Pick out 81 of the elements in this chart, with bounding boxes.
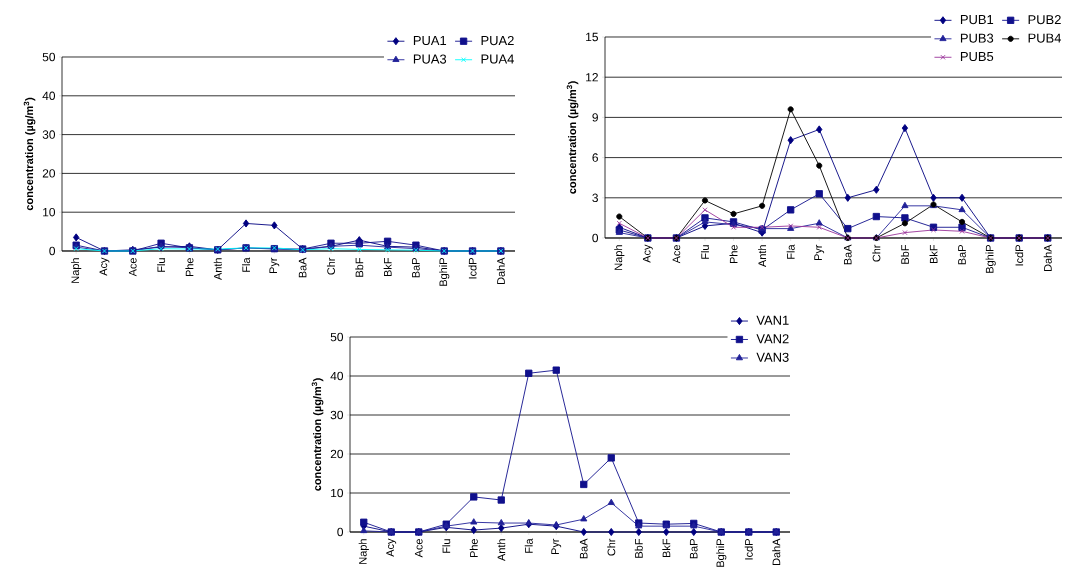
x-tick-label: Chr — [607, 538, 616, 556]
y-tick-label: 30 — [42, 130, 56, 139]
x-tick-label: Fla — [786, 244, 795, 259]
x-tick-label: Ace — [128, 257, 137, 277]
x-tick-label: BaP — [412, 258, 420, 278]
x-tick-label: BkF — [662, 538, 671, 558]
y-tick-label: 6 — [592, 153, 598, 162]
x-tick-label: Chr — [872, 244, 881, 262]
legend-label: VAN1 — [756, 315, 789, 325]
x-tick-label: Fla — [524, 538, 533, 553]
legend-label: PUB5 — [960, 52, 994, 62]
x-tick-label: Acy — [99, 257, 110, 276]
legend-label: PUB2 — [1028, 15, 1061, 25]
x-tick-label: IcdP — [468, 258, 477, 279]
x-tick-label: BaP — [689, 539, 698, 559]
x-tick-label: Ace — [672, 244, 681, 264]
x-tick-label: Flu — [157, 258, 166, 272]
x-tick-label: IcdP — [1015, 245, 1024, 266]
legend-label: PUA3 — [413, 54, 447, 64]
y-tick-label: 0 — [49, 246, 56, 256]
x-tick-label: BbF — [900, 244, 909, 264]
y-tick-label: 30 — [330, 410, 344, 420]
x-tick-label: Anth — [213, 258, 222, 281]
x-tick-label: Phe — [185, 257, 194, 277]
y-tick-label: 40 — [42, 91, 56, 101]
x-tick-label: BaA — [298, 257, 307, 278]
y-tick-label: 50 — [42, 52, 56, 62]
x-tick-label: Ace — [414, 538, 423, 558]
legend-label: VAN3 — [756, 352, 789, 362]
y-axis-title: concentration (µg/m$^{3}$) — [311, 378, 324, 491]
x-tick-label: Phe — [469, 539, 478, 558]
x-tick-label: IcdP — [744, 539, 753, 560]
legend-label: PUB4 — [1028, 33, 1062, 43]
x-tick-label: BbF — [634, 538, 643, 558]
y-tick-label: 40 — [330, 371, 344, 381]
x-tick-label: Pyr — [551, 538, 562, 555]
y-tick-label: 20 — [42, 169, 56, 178]
x-tick-label: BbF — [355, 257, 364, 277]
x-tick-label: Acy — [386, 538, 397, 557]
x-tick-label: Anth — [497, 539, 506, 562]
x-tick-label: BghiP — [716, 539, 727, 567]
y-tick-label: 9 — [592, 113, 598, 122]
x-tick-label: Flu — [700, 245, 709, 259]
x-tick-label: Phe — [729, 244, 738, 264]
legend-label: PUA1 — [413, 36, 447, 46]
x-tick-label: DahA — [1043, 244, 1052, 272]
legend-label: VAN2 — [756, 334, 789, 344]
y-tick-label: 20 — [330, 449, 344, 459]
x-tick-label: BghiP — [439, 258, 450, 286]
legend-label: PUB3 — [960, 33, 994, 43]
x-tick-label: BaP — [958, 245, 966, 265]
y-tick-label: 0 — [337, 527, 344, 537]
legend-label: PUA4 — [481, 54, 514, 64]
legend-label: PUB1 — [960, 15, 994, 25]
y-axis-title: concentration (µg/m$^{3}$) — [566, 81, 579, 194]
legend-label: PUA2 — [481, 35, 514, 46]
y-tick-label: 12 — [586, 73, 598, 82]
y-tick-label: 50 — [330, 332, 344, 342]
x-tick-label: DahA — [496, 257, 505, 285]
y-tick-label: 10 — [331, 488, 344, 498]
y-tick-label: 10 — [43, 207, 56, 217]
x-tick-label: DahA — [772, 538, 781, 566]
x-tick-label: Fla — [242, 257, 251, 272]
x-tick-label: Naph — [614, 245, 625, 270]
y-tick-label: 0 — [592, 233, 599, 243]
x-tick-label: Naph — [358, 539, 369, 564]
x-tick-label: BkF — [383, 257, 392, 277]
x-tick-label: Acy — [642, 244, 653, 263]
x-tick-label: Pyr — [814, 244, 825, 261]
x-tick-label: BkF — [929, 244, 938, 264]
x-tick-label: Flu — [442, 539, 451, 553]
x-tick-label: BghiP — [985, 245, 996, 273]
y-tick-label: 15 — [586, 32, 598, 42]
x-tick-label: Chr — [326, 257, 335, 275]
y-tick-label: 3 — [592, 193, 598, 203]
x-tick-label: Pyr — [269, 257, 280, 274]
x-tick-label: BaA — [843, 244, 852, 265]
x-tick-label: Naph — [71, 258, 82, 283]
x-tick-label: BaA — [579, 538, 588, 559]
y-axis-title: concentration (µg/m$^{3}$) — [23, 97, 36, 211]
x-tick-label: Anth — [758, 245, 767, 268]
